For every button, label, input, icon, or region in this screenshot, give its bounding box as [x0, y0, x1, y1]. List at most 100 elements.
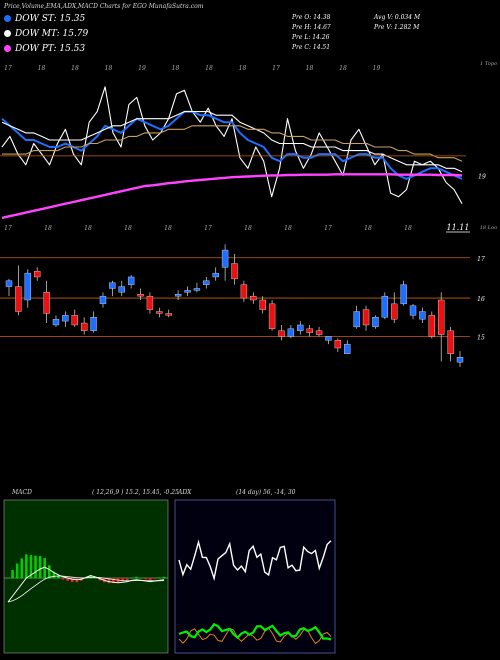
date-label-bottom: 17 — [324, 225, 332, 232]
histogram-bar — [125, 578, 129, 580]
candle-body — [212, 272, 219, 278]
legend-dow-st-swatch — [4, 15, 11, 22]
candle-body — [419, 311, 426, 320]
date-label-top: 19 — [138, 65, 146, 72]
histogram-bar — [6, 578, 10, 579]
date-label-top: 18 — [105, 65, 113, 72]
legend-dow-pt-label: DOW PT: 15.53 — [15, 44, 86, 54]
histogram-bar — [43, 558, 47, 579]
histogram-bar — [153, 578, 157, 579]
pre-open: Pre O: 14.38 — [292, 14, 331, 21]
candle-body — [203, 280, 210, 285]
candle-body — [137, 294, 144, 297]
histogram-bar — [89, 575, 92, 579]
series-price — [1, 86, 463, 204]
candle-body — [118, 286, 125, 293]
pre-high: Pre H: 14.67 — [292, 24, 331, 31]
histogram-bar — [112, 578, 115, 584]
candle-body — [287, 328, 295, 337]
pre-close: Pre C: 14.51 — [292, 44, 331, 51]
date-label-top: 17 — [4, 65, 12, 72]
candle-body — [381, 295, 389, 318]
adx-panel — [174, 499, 336, 654]
candle-body — [146, 295, 154, 310]
candle-body — [334, 340, 342, 349]
histogram-bar — [139, 577, 143, 579]
histogram-bar — [34, 555, 37, 579]
histogram-bar — [47, 565, 51, 579]
histogram-bar — [25, 554, 28, 579]
histogram-bar — [70, 578, 74, 583]
legend-dow-pt: DOW PT: 15.53 — [4, 44, 85, 54]
histogram-bar — [61, 578, 65, 580]
legend-dow-mt: DOW MT: 15.79 — [4, 29, 88, 39]
histogram-bar — [144, 578, 147, 580]
candle-body — [43, 292, 50, 314]
histogram-bar — [66, 578, 69, 582]
candle-body — [250, 295, 257, 301]
candle-body — [52, 319, 60, 326]
candle-body — [372, 317, 379, 328]
histogram-bar — [116, 578, 120, 584]
candle-body — [259, 299, 266, 310]
date-label-top: 18 — [306, 65, 314, 72]
candle-body — [156, 311, 163, 314]
pre-low: Pre L: 14.26 — [292, 34, 330, 41]
candle-body — [109, 282, 116, 289]
histogram-bar — [93, 577, 97, 579]
candle-body — [174, 294, 182, 297]
histogram-bar — [15, 563, 19, 579]
date-label-top: 18 — [38, 65, 46, 72]
histogram-bar — [52, 571, 56, 579]
histogram-bar — [121, 578, 125, 582]
adx-params: (14 day) 56, -14, 30 — [236, 489, 296, 496]
histogram-bar — [135, 576, 138, 579]
date-label-top: 18 — [205, 65, 213, 72]
histogram-bar — [11, 570, 14, 579]
date-label-bottom: 18 — [404, 225, 412, 232]
candle-body — [33, 271, 41, 278]
histogram-bar — [158, 577, 161, 579]
candle-body — [90, 317, 97, 331]
histogram-bar — [107, 578, 111, 584]
histogram-bar — [29, 555, 33, 579]
candle-body — [456, 357, 464, 363]
candle-body — [5, 280, 13, 287]
histogram-bar — [148, 578, 152, 580]
candle-body — [344, 343, 351, 354]
candle-body — [62, 315, 69, 322]
histogram-bar — [20, 558, 24, 579]
candle-body — [184, 290, 191, 293]
series-ema-st — [1, 110, 463, 180]
candle-body — [127, 276, 135, 285]
date-label-bottom: 18 — [284, 225, 292, 232]
legend-dow-mt-label: DOW MT: 15.79 — [15, 29, 89, 39]
histogram-bar — [162, 576, 166, 579]
legend-dow-st: DOW ST: 15.35 — [4, 14, 85, 24]
adx-label: ADX — [178, 489, 192, 496]
candle-panel: 17 16 15 — [0, 244, 485, 367]
date-label-bottom: 18 — [164, 225, 172, 232]
avg-volume: Avg V: 0.034 M — [374, 14, 421, 21]
histogram-bar — [98, 578, 102, 581]
candle-body — [231, 263, 238, 280]
candle-body — [447, 330, 454, 354]
pre-volume: Pre V: 1.282 M — [374, 24, 420, 31]
series-signal — [7, 575, 165, 603]
macd-params: ( 12,26,9 ) 15.2, 15.45, -0.25 — [92, 489, 179, 496]
series-ema-pt — [1, 173, 463, 220]
series-adx — [178, 539, 332, 582]
y-tick-label: 17 — [477, 256, 485, 263]
candle-body — [80, 322, 88, 331]
candle-body — [325, 336, 332, 341]
candle-body — [353, 311, 360, 328]
macd-panel — [3, 499, 169, 654]
annotation-topo: 1 Topo — [480, 61, 497, 67]
candle-body — [438, 299, 445, 335]
y-tick-label: 16 — [477, 296, 485, 303]
series-ema-mt — [1, 111, 463, 173]
candle-body — [391, 303, 398, 320]
candle-body — [15, 286, 22, 312]
candle-body — [193, 288, 201, 291]
date-label-bottom: 18 — [124, 225, 132, 232]
